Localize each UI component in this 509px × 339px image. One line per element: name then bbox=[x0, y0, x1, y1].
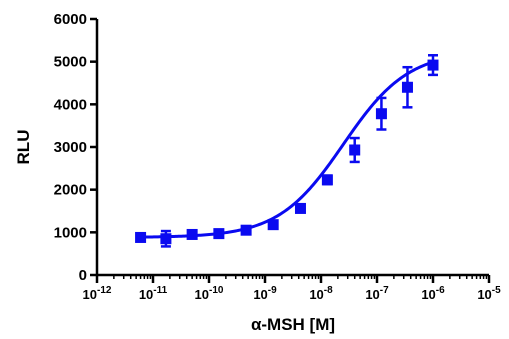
point-marker bbox=[213, 228, 225, 240]
data-point bbox=[213, 228, 225, 240]
fit-curve bbox=[140, 60, 434, 239]
y-axis-title: RLU bbox=[14, 130, 33, 165]
x-tick-label: 10-6 bbox=[421, 285, 445, 302]
x-tick-label: 10-11 bbox=[139, 285, 168, 302]
x-tick-label: 10-8 bbox=[309, 285, 333, 302]
point-marker bbox=[375, 108, 387, 120]
data-point bbox=[240, 224, 252, 236]
point-marker bbox=[321, 174, 333, 186]
y-tick-label: 4000 bbox=[54, 96, 87, 113]
x-tick-label: 10-7 bbox=[365, 285, 389, 302]
data-point bbox=[321, 174, 333, 186]
y-axis: 0 1000 2000 3000 4000 5000 6000 bbox=[54, 11, 99, 284]
point-marker bbox=[160, 233, 172, 245]
data-point bbox=[401, 65, 413, 109]
data-point bbox=[375, 96, 387, 131]
data-point bbox=[186, 228, 198, 240]
point-marker bbox=[294, 202, 306, 214]
x-tick-label: 10-12 bbox=[83, 285, 112, 302]
point-marker bbox=[427, 59, 439, 71]
point-marker bbox=[135, 231, 147, 243]
point-marker bbox=[240, 224, 252, 236]
data-point bbox=[349, 136, 361, 164]
y-tick-label: 6000 bbox=[54, 11, 87, 28]
data-points bbox=[135, 54, 439, 248]
data-point bbox=[267, 219, 279, 231]
y-tick-label: 0 bbox=[79, 267, 87, 284]
x-tick-label: 10-10 bbox=[195, 285, 224, 302]
data-point bbox=[427, 54, 439, 77]
x-tick-label: 10-9 bbox=[253, 285, 277, 302]
point-marker bbox=[267, 219, 279, 231]
data-point bbox=[160, 229, 172, 248]
y-tick-label: 1000 bbox=[54, 224, 87, 241]
x-axis-title: α-MSH [M] bbox=[251, 315, 335, 334]
data-point bbox=[294, 202, 306, 214]
point-marker bbox=[349, 144, 361, 156]
y-tick-label: 3000 bbox=[54, 139, 87, 156]
point-marker bbox=[186, 228, 198, 240]
x-axis: 10-12 10-11 10-10 10-9 10-8 10-7 10-6 10-5 bbox=[83, 273, 501, 302]
data-point bbox=[135, 231, 147, 243]
y-tick-label: 5000 bbox=[54, 54, 87, 71]
point-marker bbox=[401, 81, 413, 93]
x-tick-label: 10-5 bbox=[477, 285, 501, 302]
y-tick-label: 2000 bbox=[54, 182, 87, 199]
